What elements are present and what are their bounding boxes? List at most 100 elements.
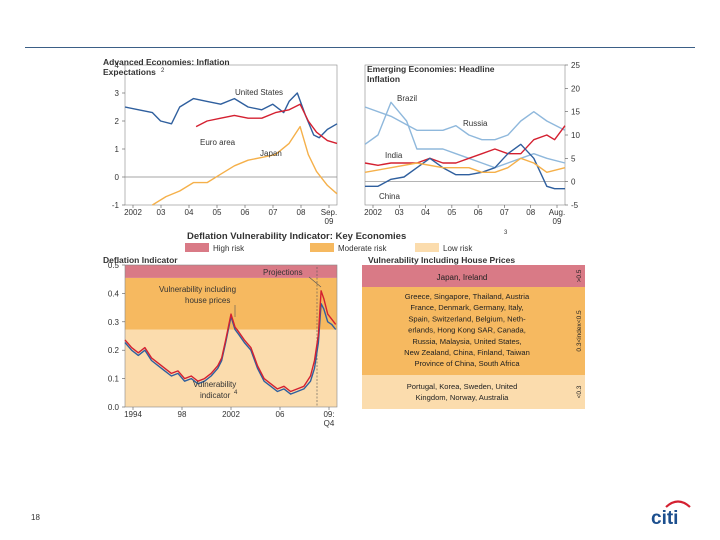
table-range-low: <0.3 — [576, 385, 583, 398]
c3-ytick-label: 0.4 — [108, 289, 120, 298]
c3-xtick-label-0: 06 — [276, 410, 285, 419]
legend-swatch-high — [185, 243, 209, 252]
c2-xtick-label-0: 08 — [526, 208, 535, 217]
c2-xtick-label-0: 07 — [500, 208, 509, 217]
c1-xtick-label-0: 06 — [241, 208, 250, 217]
annotation-vuln-house-line2: house prices — [185, 296, 230, 305]
c1-xtick-label-0: 04 — [185, 208, 194, 217]
citi-logo: citi — [651, 500, 691, 527]
label-india: India — [385, 151, 403, 160]
chart1-title-line1: Advanced Economies: Inflation — [103, 57, 230, 67]
c1-series-japan — [152, 125, 338, 206]
c3-ytick-label: 0.0 — [108, 403, 120, 412]
chart2-title-line1: Emerging Economies: Headline — [367, 64, 495, 74]
legend-swatch-moderate — [310, 243, 334, 252]
table-row-high — [362, 265, 585, 287]
c3-ytick-label: 0.3 — [108, 318, 120, 327]
table-line: France, Denmark, Germany, Italy, — [410, 303, 523, 312]
table-line: Kingdom, Norway, Australia — [416, 393, 509, 402]
c2-xtick-label-0: 05 — [447, 208, 456, 217]
c1-ytick-label: 2 — [115, 117, 120, 126]
c1-ytick-label: -1 — [112, 201, 120, 210]
c2-ytick-label: 15 — [571, 108, 580, 117]
table-line: New Zealand, China, Finland, Taiwan — [404, 348, 530, 357]
c1-xtick-label-0: 05 — [213, 208, 222, 217]
chart1-title-footnote: 2 — [161, 68, 165, 74]
c1-xtick-label-0: 07 — [269, 208, 278, 217]
table-line: Greece, Singapore, Thailand, Austria — [405, 292, 530, 301]
table-row-moderate — [362, 287, 585, 375]
c2-xtick-label-0: Aug. — [549, 208, 565, 217]
header-rule — [25, 47, 695, 48]
legend-swatch-low — [415, 243, 439, 252]
label-united-states: United States — [235, 88, 283, 97]
citi-arc-icon — [665, 500, 691, 508]
legend-label-moderate: Moderate risk — [338, 244, 387, 253]
chart2-plot-area — [364, 64, 566, 206]
c2-ytick-label: 10 — [571, 131, 580, 140]
c3-series-vulnerability-including-house-prices — [124, 290, 337, 393]
c2-series-russia — [364, 106, 566, 141]
c3-xtick-label-1: Q4 — [324, 419, 335, 428]
c2-ytick-label: 25 — [571, 61, 580, 70]
legend-title-footnote: 3 — [504, 230, 508, 236]
c2-xtick-label-0: 03 — [395, 208, 404, 217]
c3-ytick-label: 0.2 — [108, 346, 120, 355]
c2-xtick-label-0: 04 — [421, 208, 430, 217]
c3-xtick-label-0: 98 — [178, 410, 187, 419]
c1-series-euro-area — [195, 103, 338, 145]
chart-advanced-economies: Advanced Economies: Inflation Expectatio… — [103, 57, 338, 226]
c3-ytick-label: 0.1 — [108, 375, 120, 384]
label-russia: Russia — [463, 119, 488, 128]
table-row-moderate-text: Greece, Singapore, Thailand, Austria Fran… — [404, 292, 530, 368]
label-brazil: Brazil — [397, 94, 417, 103]
label-euro-area: Euro area — [200, 138, 236, 147]
table-line: Russia, Malaysia, United States, — [412, 337, 521, 346]
annotation-vuln-indicator-line1: Vulnerability — [193, 380, 236, 389]
c1-xtick-label-0: 2002 — [124, 208, 142, 217]
deflation-legend: Deflation Vulnerability Indicator: Key E… — [185, 230, 508, 253]
c1-xtick-label-0: 08 — [297, 208, 306, 217]
c1-ytick-label: 4 — [115, 61, 120, 70]
chart2-title-line2: Inflation — [367, 74, 400, 84]
annotation-vuln-indicator-footnote: 4 — [234, 390, 238, 396]
slide-number: 18 — [31, 513, 40, 522]
chart-emerging-economies: Emerging Economies: Headline Inflation 2… — [364, 61, 580, 226]
c1-ytick-label: 3 — [115, 89, 120, 98]
c2-series-other — [364, 157, 566, 174]
c2-xtick-label-1: 09 — [553, 217, 562, 226]
chart1-plot-area — [124, 64, 338, 206]
c3-xtick-label-0: 1994 — [124, 410, 142, 419]
projections-pointer — [308, 276, 322, 288]
legend-title: Deflation Vulnerability Indicator: Key E… — [187, 231, 406, 242]
c2-series-china — [365, 143, 565, 190]
c1-ytick-label: 0 — [115, 173, 120, 182]
c3-series-vulnerability-indicator — [124, 302, 337, 395]
imf-chart-panel: Advanced Economies: Inflation Expectatio… — [95, 55, 595, 440]
table-line: Province of China, South Africa — [414, 359, 520, 368]
table-line: erlands, Hong Kong SAR, Canada, — [408, 326, 526, 335]
chart1-title-line2: Expectations — [103, 67, 156, 77]
band-low — [125, 329, 337, 407]
table-row-high-text: Japan, Ireland — [437, 273, 488, 282]
table-line: Portugal, Korea, Sweden, United — [407, 382, 518, 391]
citi-wordmark: citi — [651, 508, 678, 527]
annotation-projections: Projections — [263, 268, 303, 277]
c1-xtick-label-0: Sep. — [321, 208, 337, 217]
c1-series-united-states — [124, 92, 338, 139]
band-high — [125, 265, 337, 278]
c2-ytick-label: 0 — [571, 178, 576, 187]
annotation-vuln-house-line1: Vulnerability including — [159, 285, 236, 294]
chart3-title: Deflation Indicator — [103, 255, 178, 265]
c1-xtick-label-0: 03 — [157, 208, 166, 217]
c2-ytick-label: 5 — [571, 154, 576, 163]
c1-ytick-label: 1 — [115, 145, 120, 154]
vulnerability-table: Vulnerability Including House Prices Jap… — [362, 255, 585, 409]
c3-xtick-label-0: 09: — [323, 410, 334, 419]
table-row-low-text: Portugal, Korea, Sweden, United Kingdom, … — [407, 382, 518, 402]
table-range-high: >0.5 — [576, 269, 583, 282]
table-range-moderate: 0.3<index<0.5 — [576, 310, 583, 352]
c1-xtick-label-1: 09 — [325, 217, 334, 226]
c2-xtick-label-0: 2002 — [364, 208, 382, 217]
c2-xtick-label-0: 06 — [474, 208, 483, 217]
